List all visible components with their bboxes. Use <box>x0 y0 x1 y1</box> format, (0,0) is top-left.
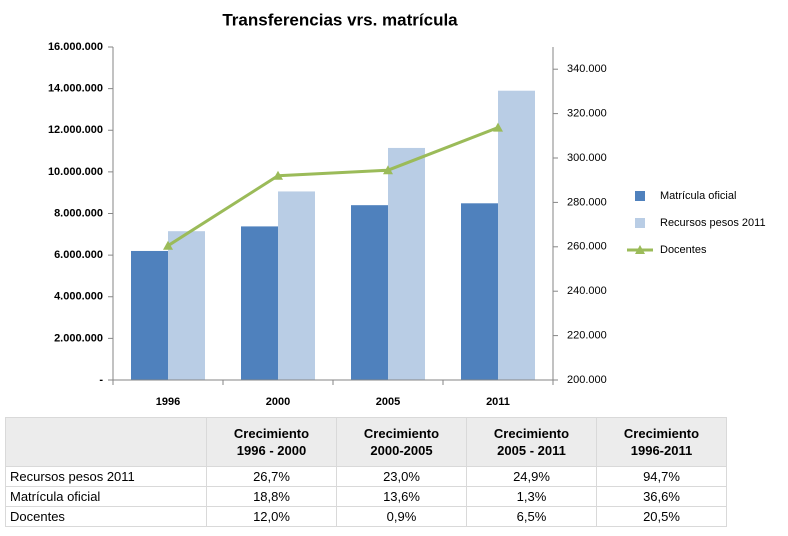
table-cell: 36,6% <box>596 486 727 507</box>
y-tick-label: 8.000.000 <box>54 207 103 219</box>
bar <box>278 191 315 380</box>
header-cell: Crecimiento 1996-2011 <box>596 417 727 467</box>
x-tick-label: 2005 <box>376 396 400 408</box>
line <box>167 126 499 247</box>
row-label: Recursos pesos 2011 <box>5 466 207 487</box>
table-row: Matrícula oficial 18,8% 13,6% 1,3% 36,6% <box>5 486 727 507</box>
y-tick-label: 14.000.000 <box>48 83 103 95</box>
bar <box>241 226 278 380</box>
y2-tick-label: 280.000 <box>567 196 607 208</box>
y-tick-label: - <box>99 374 103 386</box>
marker <box>383 165 393 175</box>
y2-tick-label: 320.000 <box>567 108 607 120</box>
table-cell: 6,5% <box>466 506 597 527</box>
x-tick-label: 2000 <box>266 396 290 408</box>
legend-label: Recursos pesos 2011 <box>660 217 766 229</box>
x-tick-label: 1996 <box>156 396 180 408</box>
table-cell: 23,0% <box>336 466 467 487</box>
table-cell: 1,3% <box>466 486 597 507</box>
y-tick-label: 16.000.000 <box>48 41 103 53</box>
header-cell: Crecimiento 1996 - 2000 <box>206 417 337 467</box>
row-label: Docentes <box>5 506 207 527</box>
y2-tick-label: 220.000 <box>567 330 607 342</box>
header-cell <box>5 417 207 467</box>
marker <box>163 240 173 250</box>
bar <box>131 250 168 380</box>
y-tick-label: 10.000.000 <box>48 166 103 178</box>
table-cell: 13,6% <box>336 486 467 507</box>
legend-swatch <box>635 218 645 228</box>
header-cell: Crecimiento 2000-2005 <box>336 417 467 467</box>
marker <box>273 170 283 180</box>
legend-label: Matrícula oficial <box>660 190 736 202</box>
table-cell: 20,5% <box>596 506 727 527</box>
chart-title: Transferencias vrs. matrícula <box>222 10 458 29</box>
growth-table: Crecimiento 1996 - 2000 Crecimiento 2000-… <box>5 417 727 527</box>
chart: Transferencias vrs. matrícula - 2.000.000… <box>48 10 766 408</box>
legend-marker <box>635 245 645 254</box>
table-cell: 94,7% <box>596 466 727 487</box>
row-label: Matrícula oficial <box>5 486 207 507</box>
table-cell: 0,9% <box>336 506 467 527</box>
bar <box>388 147 425 380</box>
bar <box>351 205 388 380</box>
bar <box>461 203 498 380</box>
header-cell: Crecimiento 2005 - 2011 <box>466 417 597 467</box>
x-tick-label: 2011 <box>486 396 510 408</box>
y2-tick-label: 200.000 <box>567 374 607 386</box>
legend-swatch <box>635 191 645 201</box>
y2-tick-label: 340.000 <box>567 63 607 75</box>
y2-tick-label: 300.000 <box>567 152 607 164</box>
y-tick-label: 4.000.000 <box>54 291 103 303</box>
table-row: Docentes 12,0% 0,9% 6,5% 20,5% <box>5 506 727 527</box>
header-row: Crecimiento 1996 - 2000 Crecimiento 2000-… <box>5 417 727 467</box>
y2-tick-label: 240.000 <box>567 285 607 297</box>
table-cell: 18,8% <box>206 486 337 507</box>
table-row: Recursos pesos 2011 26,7% 23,0% 24,9% 94,7% <box>5 466 727 487</box>
y-tick-label: 12.000.000 <box>48 124 103 136</box>
table-cell: 26,7% <box>206 466 337 487</box>
table-cell: 12,0% <box>206 506 337 527</box>
y2-tick-label: 260.000 <box>567 241 607 253</box>
table-cell: 24,9% <box>466 466 597 487</box>
legend-label: Docentes <box>660 244 707 256</box>
y-tick-label: 6.000.000 <box>54 249 103 261</box>
bar <box>498 90 535 381</box>
bar <box>168 231 205 380</box>
marker <box>493 122 503 132</box>
y-tick-label: 2.000.000 <box>54 332 103 344</box>
